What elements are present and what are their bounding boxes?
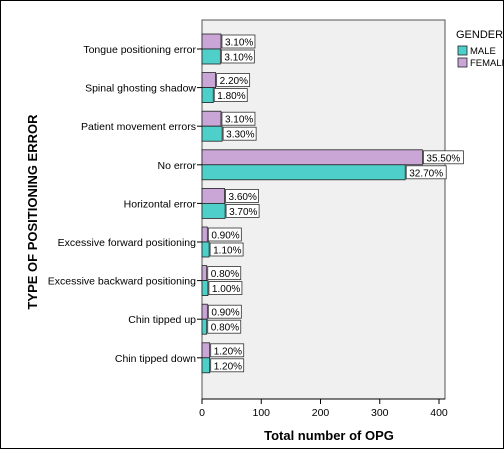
data-label-female-chin-tipped-up: 0.90%: [211, 308, 239, 319]
legend-label-female: FEMALE: [470, 58, 504, 69]
data-label-box-female-excessive-forward-positioning: [207, 227, 242, 242]
data-label-female-tongue-positioning-error: 3.10%: [225, 38, 253, 49]
bar-female-spinal-ghosting-shadow: [201, 72, 217, 88]
bar-male-spinal-ghosting-shadow: [201, 87, 214, 103]
category-label-no-error: No error: [157, 160, 196, 172]
data-label-male-chin-tipped-down: 1.20%: [214, 361, 242, 372]
data-label-box-female-chin-tipped-down: [210, 343, 245, 358]
legend: GENDER MALEFEMALE: [456, 29, 504, 69]
bar-group: 3.10% 3.10% 2.20% 1.80% 3.10% 3.30% 35.50% 32.7…: [201, 33, 464, 374]
data-label-female-excessive-backward-positioning: 0.80%: [211, 269, 239, 280]
category-label-tongue-positioning-error: Tongue positioning error: [83, 44, 196, 56]
category-label-patient-movement-errors: Patient movement errors: [81, 121, 196, 133]
bar-female-excessive-forward-positioning: [201, 226, 208, 243]
data-label-male-chin-tipped-up: 0.80%: [211, 323, 239, 334]
bar-female-patient-movement-errors: [201, 110, 222, 127]
bar-male-chin-tipped-up: [201, 318, 208, 335]
data-label-female-patient-movement-errors: 3.10%: [225, 115, 253, 126]
category-label-chin-tipped-down: Chin tipped down: [115, 353, 196, 365]
x-tick-label-200: 200: [312, 407, 330, 419]
bar-male-no-error: [201, 164, 406, 181]
legend-title: GENDER: [456, 29, 503, 41]
data-label-female-excessive-forward-positioning: 0.90%: [211, 231, 239, 242]
category-label-chin-tipped-up: Chin tipped up: [128, 314, 196, 326]
x-tick-label-100: 100: [252, 407, 270, 419]
data-label-box-male-excessive-backward-positioning: [208, 281, 243, 296]
legend-swatch-female: [457, 57, 468, 68]
data-label-box-male-chin-tipped-down: [210, 358, 245, 373]
bar-female-chin-tipped-up: [201, 303, 208, 320]
data-label-box-male-patient-movement-errors: [222, 126, 257, 141]
bar-male-tongue-positioning-error: [201, 48, 221, 65]
bar-male-excessive-forward-positioning: [201, 241, 210, 258]
bar-male-horizontal-error: [201, 202, 226, 219]
bar-female-excessive-backward-positioning: [201, 265, 208, 282]
category-label-horizontal-error: Horizontal error: [124, 198, 197, 210]
legend-swatch-male: [457, 45, 468, 56]
data-label-box-male-spinal-ghosting-shadow: [213, 88, 248, 102]
data-label-male-horizontal-error: 3.70%: [229, 207, 257, 218]
data-label-female-horizontal-error: 3.60%: [229, 192, 257, 203]
data-label-male-tongue-positioning-error: 3.10%: [224, 53, 252, 64]
bar-male-chin-tipped-down: [201, 357, 211, 374]
x-tick-label-400: 400: [430, 407, 448, 419]
bar-female-chin-tipped-down: [201, 342, 211, 359]
data-label-male-excessive-forward-positioning: 1.10%: [213, 246, 241, 257]
data-label-box-male-no-error: [405, 165, 447, 180]
category-label-excessive-forward-positioning: Excessive forward positioning: [58, 237, 196, 249]
data-label-box-female-excessive-backward-positioning: [207, 266, 242, 281]
data-label-female-chin-tipped-down: 1.20%: [214, 346, 242, 357]
bar-female-no-error: [201, 149, 423, 166]
data-label-box-female-spinal-ghosting-shadow: [216, 73, 251, 87]
x-axis-title: Total number of OPG: [264, 428, 394, 443]
data-label-box-male-excessive-forward-positioning: [209, 242, 244, 257]
legend-label-male: MALE: [470, 46, 496, 57]
data-label-box-male-tongue-positioning-error: [220, 49, 255, 64]
data-label-female-spinal-ghosting-shadow: 2.20%: [220, 76, 248, 87]
data-label-box-female-tongue-positioning-error: [221, 34, 256, 49]
data-label-male-excessive-backward-positioning: 1.00%: [212, 284, 240, 295]
data-label-box-male-chin-tipped-up: [207, 319, 242, 334]
data-label-box-female-chin-tipped-up: [207, 304, 242, 319]
category-labels: Tongue positioning error Spinal ghosting …: [48, 44, 202, 365]
bar-male-patient-movement-errors: [201, 125, 223, 142]
data-label-box-female-patient-movement-errors: [221, 111, 256, 126]
data-label-male-no-error: 32.70%: [409, 168, 443, 179]
x-axis: 0 100 200 300 400: [199, 398, 448, 419]
bar-female-horizontal-error: [201, 187, 225, 204]
bar-female-tongue-positioning-error: [201, 33, 222, 50]
bar-male-excessive-backward-positioning: [201, 280, 209, 297]
data-label-male-spinal-ghosting-shadow: 1.80%: [217, 91, 245, 102]
category-label-excessive-backward-positioning: Excessive backward positioning: [48, 276, 196, 288]
x-tick-label-300: 300: [371, 407, 389, 419]
x-tick-label-0: 0: [199, 407, 205, 419]
data-label-male-patient-movement-errors: 3.30%: [226, 130, 254, 141]
y-axis-title: TYPE OF POSITIONING ERROR: [25, 114, 40, 310]
data-label-female-no-error: 35.50%: [426, 153, 460, 164]
category-label-spinal-ghosting-shadow: Spinal ghosting shadow: [85, 83, 196, 95]
data-label-box-female-no-error: [423, 150, 464, 165]
data-label-box-male-horizontal-error: [225, 203, 260, 218]
data-label-box-female-horizontal-error: [225, 188, 259, 203]
